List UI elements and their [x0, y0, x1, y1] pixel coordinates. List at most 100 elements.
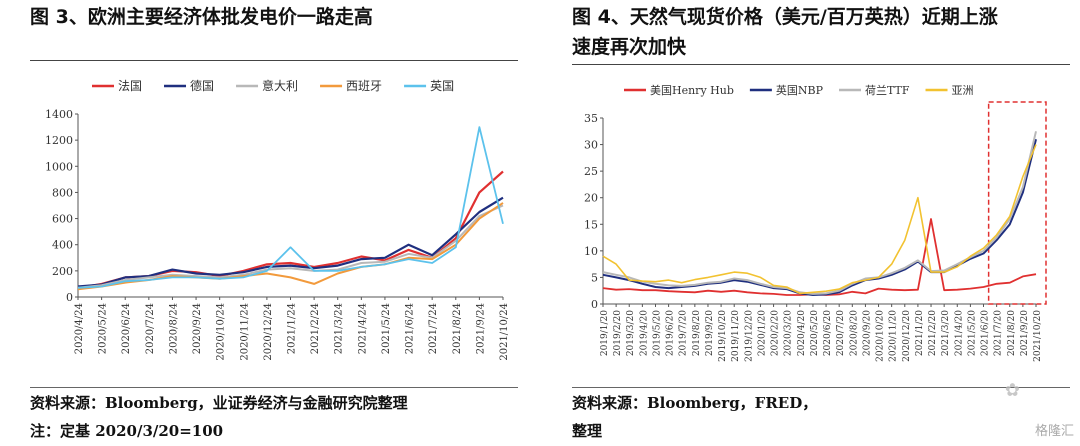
left-chart-title: 图 3、欧洲主要经济体批发电价一路走高 [30, 6, 373, 28]
x-tick-label: 2021/10/20 [1033, 310, 1043, 362]
y-tick-label: 400 [52, 239, 73, 252]
x-tick-label: 2019/8/20 [692, 310, 702, 356]
right-chart-title: 图 4、天然气现货价格（美元/百万英热）近期上涨 [572, 6, 998, 28]
watermark-icon: ✿ [1004, 380, 1020, 401]
legend-label-3: 亚洲 [952, 84, 974, 97]
series-line-4 [77, 126, 504, 289]
x-tick-label: 2020/7/24 [145, 303, 156, 354]
left-panel: 图 3、欧洲主要经济体批发电价一路走高 0 200 400 600 800 1000 120… [0, 0, 530, 446]
x-tick-label: 2019/7/20 [679, 310, 689, 356]
x-tick-label: 2020/12/20 [902, 310, 912, 362]
x-tick-label: 2020/5/20 [810, 310, 820, 356]
x-tick-label: 2021/4/20 [954, 310, 964, 356]
right-chart: 0 5 10 15 20 25 30 35 2019/1/20 2019/2/20 2019/3/2… [584, 83, 1047, 362]
x-tick-label: 2021/1/20 [915, 310, 925, 356]
x-tick-label: 2021/5/20 [967, 310, 977, 356]
series-line-1 [602, 139, 1037, 296]
right-title-rule [572, 64, 1070, 65]
x-tick-label: 2020/5/24 [98, 303, 109, 354]
x-tick-label: 2021/6/24 [405, 303, 416, 354]
legend-label-4: 英国 [430, 79, 454, 93]
y-tick-label: 0 [66, 291, 73, 304]
x-tick-label: 2021/10/24 [499, 303, 510, 361]
y-tick-label: 5 [591, 271, 598, 284]
x-tick-label: 2019/3/20 [626, 310, 636, 356]
x-tick-label: 2020/4/20 [797, 310, 807, 356]
series-line-1 [77, 196, 504, 288]
left-source: 资料来源：Bloomberg，业证券经济与金融研究院整理 [30, 394, 408, 412]
y-tick-label: 15 [584, 218, 598, 231]
x-tick-label: 2021/1/24 [287, 303, 298, 354]
y-tick-label: 30 [584, 139, 598, 152]
x-tick-label: 2020/3/20 [784, 310, 794, 356]
x-tick-label: 2021/4/24 [357, 303, 368, 354]
x-tick-label: 2019/2/20 [613, 310, 623, 356]
x-tick-label: 2019/5/20 [652, 310, 662, 356]
right-panel: 图 4、天然气现货价格（美元/百万英热）近期上涨 速度再次加快 0 5 10 15 20… [548, 0, 1080, 446]
x-tick-label: 2021/5/24 [381, 303, 392, 354]
watermark: ✿ [1005, 380, 1020, 401]
x-tick-label: 2020/2/20 [771, 310, 781, 356]
x-tick-label: 2021/7/20 [994, 310, 1004, 356]
series-line-2 [602, 131, 1037, 295]
left-chart: 0 200 400 600 800 1000 1200 1400 2020/4/24 2020/5… [45, 78, 510, 361]
x-tick-label: 2020/8/20 [849, 310, 859, 356]
y-tick-label: 1400 [45, 108, 73, 121]
x-tick-label: 2021/9/24 [475, 303, 486, 354]
legend-label-2: 荷兰TTF [865, 84, 910, 97]
x-tick-label: 2020/8/24 [168, 303, 179, 354]
x-tick-label: 2020/11/20 [889, 310, 899, 362]
series-line-0 [77, 170, 504, 289]
x-tick-label: 2020/9/20 [862, 310, 872, 356]
x-tick-label: 2019/12/20 [744, 310, 754, 362]
x-tick-label: 2019/10/20 [718, 310, 728, 362]
legend-label-0: 美国Henry Hub [650, 84, 734, 97]
legend-label-0: 法国 [118, 79, 142, 93]
right-chart-title-line2: 速度再次加快 [572, 36, 687, 58]
y-tick-label: 200 [52, 265, 73, 278]
right-source-rule [572, 387, 1070, 388]
x-tick-label: 2021/8/20 [1007, 310, 1017, 356]
y-tick-label: 800 [52, 186, 73, 199]
series-line-3 [602, 144, 1037, 295]
x-tick-label: 2019/1/20 [600, 310, 610, 356]
x-tick-label: 2020/10/20 [876, 310, 886, 362]
legend-label-1: 德国 [190, 78, 214, 93]
x-tick-label: 2020/11/24 [239, 303, 250, 361]
left-source-rule [30, 387, 518, 388]
left-title-rule [30, 60, 518, 61]
x-tick-label: 2020/10/24 [216, 303, 227, 361]
x-tick-label: 2020/6/24 [121, 303, 132, 354]
x-tick-label: 2021/6/20 [981, 310, 991, 356]
y-tick-label: 10 [584, 245, 598, 258]
x-tick-label: 2021/9/20 [1020, 310, 1030, 356]
x-tick-label: 2020/9/24 [192, 303, 203, 354]
series-line-2 [77, 204, 504, 289]
y-tick-label: 1000 [45, 160, 73, 173]
x-tick-label: 2021/2/24 [310, 303, 321, 354]
x-tick-label: 2019/9/20 [705, 310, 715, 356]
x-tick-label: 2020/7/20 [836, 310, 846, 356]
x-tick-label: 2020/4/24 [74, 303, 85, 354]
x-tick-label: 2021/3/24 [334, 303, 345, 354]
x-tick-label: 2021/2/20 [928, 310, 938, 356]
x-tick-label: 2020/1/20 [757, 310, 767, 356]
x-tick-label: 2021/8/24 [452, 303, 463, 354]
right-source-line2: 整理 [572, 422, 603, 440]
x-tick-label: 2021/7/24 [428, 303, 439, 354]
x-tick-label: 2020/12/24 [263, 303, 274, 361]
x-tick-label: 2020/6/20 [823, 310, 833, 356]
y-tick-label: 0 [591, 298, 598, 311]
y-tick-label: 1200 [45, 134, 73, 147]
left-note: 注：定基 2020/3/20=100 [30, 422, 224, 440]
y-tick-label: 35 [584, 112, 598, 125]
legend-label-2: 意大利 [262, 78, 298, 93]
y-tick-label: 20 [584, 192, 598, 205]
legend-label-3: 西班牙 [346, 79, 382, 93]
y-tick-label: 25 [584, 165, 598, 178]
legend-label-1: 英国NBP [776, 83, 824, 97]
x-tick-label: 2019/6/20 [666, 310, 676, 356]
y-tick-label: 600 [52, 213, 73, 226]
x-tick-label: 2021/3/20 [941, 310, 951, 356]
x-tick-label: 2019/4/20 [639, 310, 649, 356]
